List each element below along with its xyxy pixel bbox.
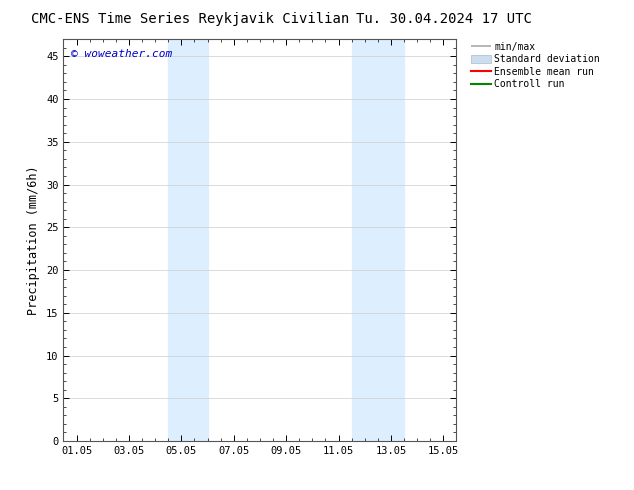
Y-axis label: Precipitation (mm/6h): Precipitation (mm/6h) — [27, 165, 41, 315]
Text: Tu. 30.04.2024 17 UTC: Tu. 30.04.2024 17 UTC — [356, 12, 532, 26]
Text: CMC-ENS Time Series Reykjavik Civilian: CMC-ENS Time Series Reykjavik Civilian — [31, 12, 349, 26]
Bar — [352, 39, 404, 441]
Bar — [168, 39, 207, 441]
Legend: min/max, Standard deviation, Ensemble mean run, Controll run: min/max, Standard deviation, Ensemble me… — [469, 40, 602, 91]
Text: © woweather.com: © woweather.com — [71, 49, 172, 59]
